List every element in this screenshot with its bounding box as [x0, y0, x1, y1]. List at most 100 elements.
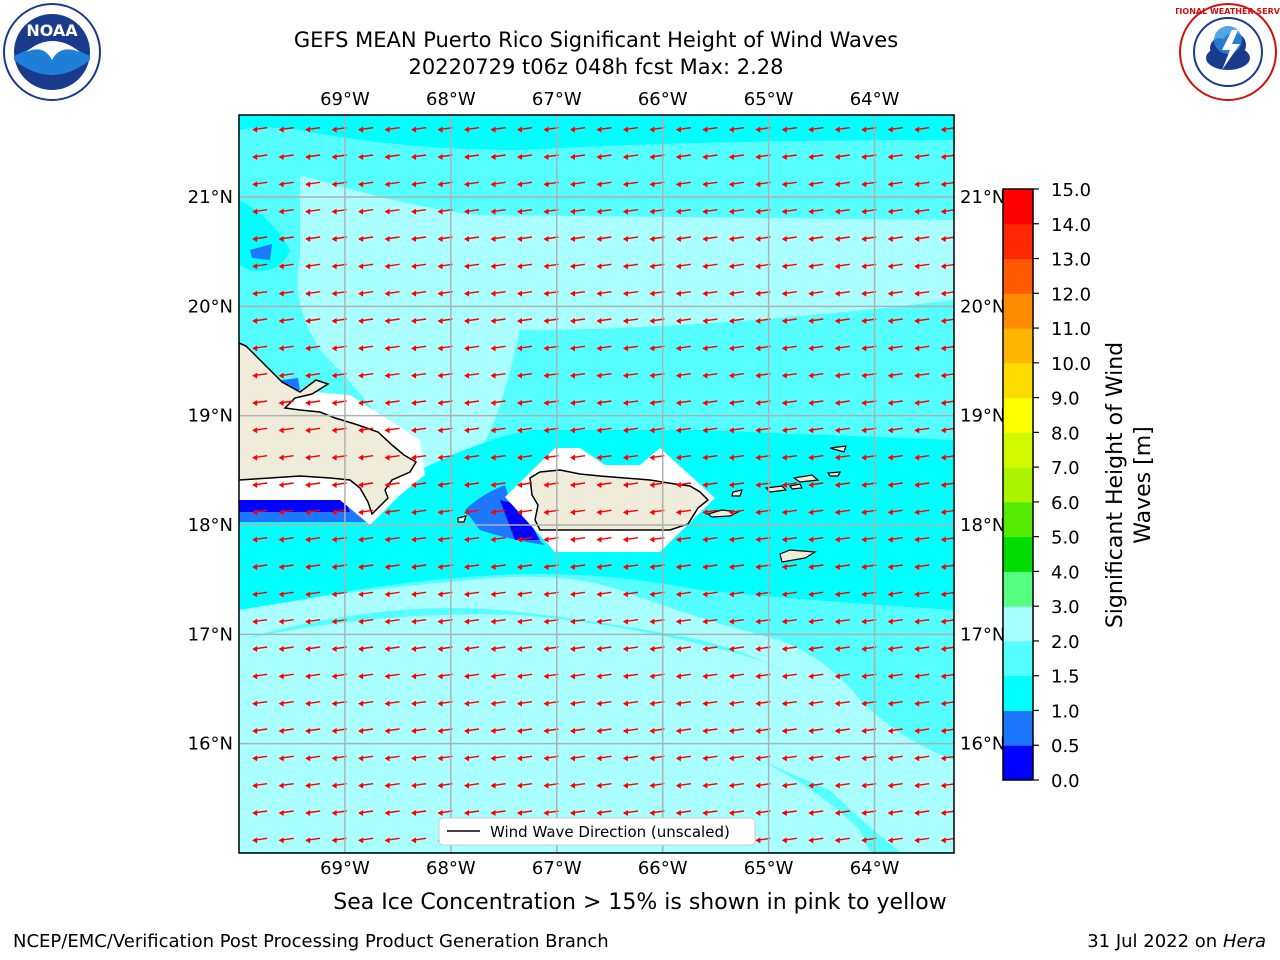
- wave-direction-arrow: [384, 263, 400, 270]
- wave-direction-arrow: [569, 208, 586, 215]
- wave-direction-arrow: [569, 509, 586, 516]
- wave-direction-arrow: [728, 591, 744, 598]
- colorbar-tick-label: 0.0: [1051, 771, 1080, 792]
- wave-direction-arrow: [622, 208, 639, 215]
- wave-direction-arrow: [517, 536, 533, 543]
- wave-direction-arrow: [305, 673, 321, 680]
- wave-direction-arrow: [464, 454, 480, 461]
- footer-credit: NCEP/EMC/Verification Post Processing Pr…: [13, 931, 609, 952]
- wave-direction-arrow: [781, 536, 797, 543]
- wave-direction-arrow: [252, 810, 268, 816]
- wave-direction-arrow: [305, 700, 321, 707]
- wave-direction-arrow: [305, 154, 321, 160]
- wave-direction-arrow: [252, 782, 268, 789]
- lat-label-right: 20°N: [960, 296, 1005, 317]
- wave-direction-arrow: [358, 837, 374, 844]
- wave-direction-arrow: [569, 810, 586, 816]
- wave-direction-arrow: [728, 618, 744, 625]
- wave-direction-arrow: [358, 181, 374, 188]
- wave-direction-arrow: [278, 454, 294, 461]
- wave-direction-arrow: [834, 591, 850, 598]
- wave-direction-arrow: [622, 673, 639, 680]
- wave-direction-arrow: [305, 181, 321, 188]
- wave-direction-arrow: [596, 154, 612, 160]
- wave-direction-arrow: [728, 755, 744, 762]
- wave-field-2.0-3.0-southwest: [239, 614, 870, 852]
- wave-direction-arrow: [464, 236, 480, 242]
- wave-direction-arrow: [490, 126, 506, 133]
- wave-direction-arrow: [384, 482, 400, 488]
- wave-direction-arrow: [914, 810, 930, 816]
- wave-direction-arrow: [411, 290, 427, 297]
- wave-direction-arrow: [834, 318, 850, 324]
- wave-direction-arrow: [781, 755, 797, 762]
- wave-direction-arrow: [702, 208, 718, 215]
- wave-direction-arrow: [914, 400, 930, 406]
- wave-direction-arrow: [464, 755, 480, 762]
- wave-direction-arrow: [305, 400, 321, 406]
- wave-direction-arrow: [914, 618, 930, 625]
- wave-direction-arrow: [675, 345, 691, 352]
- colorbar-swatch: [1003, 675, 1033, 711]
- wave-direction-arrow: [305, 782, 321, 789]
- wave-direction-arrow: [569, 154, 586, 160]
- wave-direction-arrow: [358, 673, 374, 680]
- wave-direction-arrow: [490, 564, 506, 570]
- wave-direction-arrow: [358, 427, 374, 434]
- wave-direction-arrow: [702, 236, 718, 242]
- wave-direction-arrow: [728, 782, 744, 789]
- wave-direction-arrow: [517, 400, 533, 406]
- wave-direction-arrow: [728, 646, 744, 652]
- wave-direction-arrow: [702, 755, 718, 762]
- wave-direction-arrow: [887, 345, 903, 352]
- wave-direction-arrow: [411, 181, 427, 188]
- wave-direction-arrow: [834, 154, 850, 160]
- wave-direction-arrow: [517, 618, 533, 625]
- colorbar-swatch: [1003, 467, 1033, 503]
- wave-direction-arrow: [252, 673, 268, 680]
- wave-direction-arrow: [914, 482, 930, 488]
- wave-direction-arrow: [596, 482, 612, 488]
- wave-direction-arrow: [808, 372, 824, 379]
- wave-direction-arrow: [834, 126, 850, 133]
- wave-direction-arrow: [622, 482, 639, 488]
- wave-direction-arrow: [781, 126, 797, 133]
- wave-direction-arrow: [728, 454, 744, 461]
- wave-field-0.0-0.5-b: [500, 500, 540, 540]
- lat-label-right: 18°N: [960, 515, 1005, 536]
- wave-direction-arrow: [781, 618, 797, 625]
- lat-label-left: 20°N: [188, 296, 233, 317]
- wave-direction-arrow: [675, 810, 691, 816]
- wave-direction-arrow: [808, 318, 824, 324]
- wave-direction-arrow: [384, 208, 400, 215]
- wave-direction-arrow: [384, 290, 400, 297]
- wave-direction-arrow: [411, 126, 427, 133]
- wave-direction-arrow: [384, 181, 400, 188]
- wave-direction-arrow: [411, 372, 427, 379]
- wave-direction-arrow: [278, 810, 294, 816]
- wave-direction-arrow: [490, 345, 506, 352]
- wave-direction-arrow: [358, 208, 374, 215]
- wave-direction-arrow: [252, 755, 268, 762]
- wave-direction-arrow: [411, 564, 427, 570]
- colorbar-tick-label: 12.0: [1051, 284, 1091, 305]
- wave-direction-arrow: [887, 673, 903, 680]
- wave-direction-arrow: [675, 646, 691, 652]
- wave-direction-arrow: [728, 318, 744, 324]
- wave-direction-arrow: [728, 509, 744, 516]
- land-st-john: [789, 483, 803, 490]
- wave-direction-arrow: [781, 810, 797, 816]
- wave-direction-arrow: [384, 427, 400, 434]
- wave-direction-arrow: [622, 509, 639, 516]
- land-st-croix: [779, 549, 817, 563]
- wave-direction-arrow: [384, 345, 400, 352]
- wave-direction-arrow: [781, 290, 797, 297]
- wave-direction-arrow: [728, 126, 744, 133]
- wave-direction-arrow: [781, 454, 797, 461]
- wave-direction-arrow: [914, 536, 930, 543]
- colorbar-swatch: [1003, 223, 1033, 260]
- wave-direction-arrow: [622, 454, 639, 461]
- colorbar: 0.0 0.5 1.0 1.5 2.0 3.0 4.0 5.0 6.0 7.0 8.0 9.0 10.0…: [1002, 180, 1091, 792]
- wave-direction-arrow: [411, 646, 427, 652]
- wave-direction-arrow: [411, 536, 427, 543]
